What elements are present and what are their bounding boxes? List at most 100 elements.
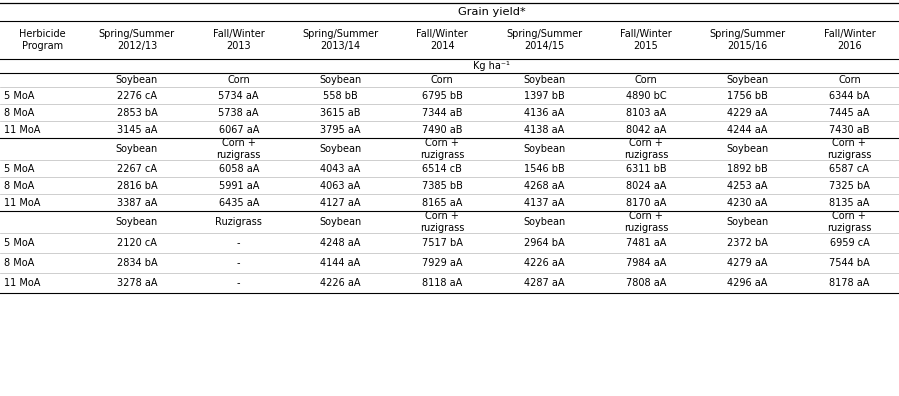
Text: 5 MoA: 5 MoA xyxy=(4,238,34,248)
Text: 8170 aA: 8170 aA xyxy=(626,198,666,208)
Text: Soybean: Soybean xyxy=(726,75,769,85)
Text: 2964 bA: 2964 bA xyxy=(524,238,565,248)
Text: 7445 aA: 7445 aA xyxy=(829,107,869,118)
Text: Soybean: Soybean xyxy=(726,217,769,227)
Text: -: - xyxy=(237,258,240,268)
Text: 3795 aA: 3795 aA xyxy=(320,124,360,135)
Text: Soybean: Soybean xyxy=(319,144,361,154)
Text: 2853 bA: 2853 bA xyxy=(117,107,157,118)
Text: Spring/Summer
2013/14: Spring/Summer 2013/14 xyxy=(302,29,378,51)
Text: 6514 cB: 6514 cB xyxy=(423,164,462,173)
Text: 7385 bB: 7385 bB xyxy=(422,181,463,190)
Text: 7430 aB: 7430 aB xyxy=(829,124,869,135)
Text: 8165 aA: 8165 aA xyxy=(422,198,462,208)
Text: 8 MoA: 8 MoA xyxy=(4,181,34,190)
Text: Soybean: Soybean xyxy=(319,217,361,227)
Text: 4138 aA: 4138 aA xyxy=(524,124,565,135)
Text: 4890 bC: 4890 bC xyxy=(626,91,666,101)
Text: Corn +
ruzigrass: Corn + ruzigrass xyxy=(217,138,261,160)
Text: Corn +
ruzigrass: Corn + ruzigrass xyxy=(624,211,668,233)
Text: Spring/Summer
2015/16: Spring/Summer 2015/16 xyxy=(709,29,786,51)
Text: 8135 aA: 8135 aA xyxy=(829,198,869,208)
Text: Grain yield*: Grain yield* xyxy=(458,7,526,17)
Text: 2816 bA: 2816 bA xyxy=(117,181,157,190)
Text: Corn +
ruzigrass: Corn + ruzigrass xyxy=(420,211,465,233)
Text: 6067 aA: 6067 aA xyxy=(218,124,259,135)
Text: 3145 aA: 3145 aA xyxy=(117,124,157,135)
Text: 6344 bA: 6344 bA xyxy=(829,91,869,101)
Text: Corn +
ruzigrass: Corn + ruzigrass xyxy=(827,138,872,160)
Text: -: - xyxy=(237,278,240,288)
Text: 4063 aA: 4063 aA xyxy=(320,181,360,190)
Text: 4296 aA: 4296 aA xyxy=(727,278,768,288)
Text: 3278 aA: 3278 aA xyxy=(117,278,157,288)
Text: 5991 aA: 5991 aA xyxy=(218,181,259,190)
Text: Ruzigrass: Ruzigrass xyxy=(215,217,263,227)
Text: Corn: Corn xyxy=(635,75,657,85)
Text: Kg ha⁻¹: Kg ha⁻¹ xyxy=(474,61,511,71)
Text: 2372 bA: 2372 bA xyxy=(727,238,768,248)
Text: 6311 bB: 6311 bB xyxy=(626,164,666,173)
Text: 4226 aA: 4226 aA xyxy=(320,278,360,288)
Text: 5 MoA: 5 MoA xyxy=(4,91,34,101)
Text: 8042 aA: 8042 aA xyxy=(626,124,666,135)
Text: 4268 aA: 4268 aA xyxy=(524,181,565,190)
Text: 4043 aA: 4043 aA xyxy=(320,164,360,173)
Text: 5734 aA: 5734 aA xyxy=(218,91,259,101)
Text: 7517 bA: 7517 bA xyxy=(422,238,463,248)
Text: 4144 aA: 4144 aA xyxy=(320,258,360,268)
Text: Fall/Winter
2014: Fall/Winter 2014 xyxy=(416,29,468,51)
Text: 7929 aA: 7929 aA xyxy=(422,258,462,268)
Text: 6959 cA: 6959 cA xyxy=(830,238,869,248)
Text: Soybean: Soybean xyxy=(319,75,361,85)
Text: 4287 aA: 4287 aA xyxy=(524,278,565,288)
Text: 4253 aA: 4253 aA xyxy=(727,181,768,190)
Text: 7544 bA: 7544 bA xyxy=(829,258,869,268)
Text: 4248 aA: 4248 aA xyxy=(320,238,360,248)
Text: 7325 bA: 7325 bA xyxy=(829,181,870,190)
Text: 7344 aB: 7344 aB xyxy=(422,107,462,118)
Text: Soybean: Soybean xyxy=(116,217,158,227)
Text: Corn: Corn xyxy=(838,75,860,85)
Text: 6435 aA: 6435 aA xyxy=(218,198,259,208)
Text: Corn +
ruzigrass: Corn + ruzigrass xyxy=(827,211,872,233)
Text: 8103 aA: 8103 aA xyxy=(626,107,666,118)
Text: Corn: Corn xyxy=(227,75,250,85)
Text: 6058 aA: 6058 aA xyxy=(218,164,259,173)
Text: 11 MoA: 11 MoA xyxy=(4,278,40,288)
Text: 1397 bB: 1397 bB xyxy=(524,91,565,101)
Text: 4230 aA: 4230 aA xyxy=(727,198,768,208)
Text: 8024 aA: 8024 aA xyxy=(626,181,666,190)
Text: Soybean: Soybean xyxy=(523,75,565,85)
Text: Herbicide
Program: Herbicide Program xyxy=(19,29,66,51)
Text: 2834 bA: 2834 bA xyxy=(117,258,157,268)
Text: Soybean: Soybean xyxy=(523,144,565,154)
Text: Spring/Summer
2014/15: Spring/Summer 2014/15 xyxy=(506,29,583,51)
Text: 4229 aA: 4229 aA xyxy=(727,107,768,118)
Text: Corn +
ruzigrass: Corn + ruzigrass xyxy=(420,138,465,160)
Text: Fall/Winter
2013: Fall/Winter 2013 xyxy=(213,29,264,51)
Text: Soybean: Soybean xyxy=(726,144,769,154)
Text: 4226 aA: 4226 aA xyxy=(524,258,565,268)
Text: 2120 cA: 2120 cA xyxy=(117,238,156,248)
Text: 5 MoA: 5 MoA xyxy=(4,164,34,173)
Text: 4137 aA: 4137 aA xyxy=(524,198,565,208)
Text: Soybean: Soybean xyxy=(116,75,158,85)
Text: 7808 aA: 7808 aA xyxy=(626,278,666,288)
Text: 4279 aA: 4279 aA xyxy=(727,258,768,268)
Text: 5738 aA: 5738 aA xyxy=(218,107,259,118)
Text: 1756 bB: 1756 bB xyxy=(727,91,768,101)
Text: 2276 cA: 2276 cA xyxy=(117,91,157,101)
Text: Fall/Winter
2016: Fall/Winter 2016 xyxy=(823,29,876,51)
Text: 8178 aA: 8178 aA xyxy=(829,278,869,288)
Text: Soybean: Soybean xyxy=(116,144,158,154)
Text: 1546 bB: 1546 bB xyxy=(524,164,565,173)
Text: Corn: Corn xyxy=(431,75,454,85)
Text: 3615 aB: 3615 aB xyxy=(320,107,360,118)
Text: 6587 cA: 6587 cA xyxy=(830,164,869,173)
Text: 7481 aA: 7481 aA xyxy=(626,238,666,248)
Text: 558 bB: 558 bB xyxy=(323,91,358,101)
Text: Spring/Summer
2012/13: Spring/Summer 2012/13 xyxy=(99,29,175,51)
Text: 1892 bB: 1892 bB xyxy=(727,164,768,173)
Text: 4136 aA: 4136 aA xyxy=(524,107,565,118)
